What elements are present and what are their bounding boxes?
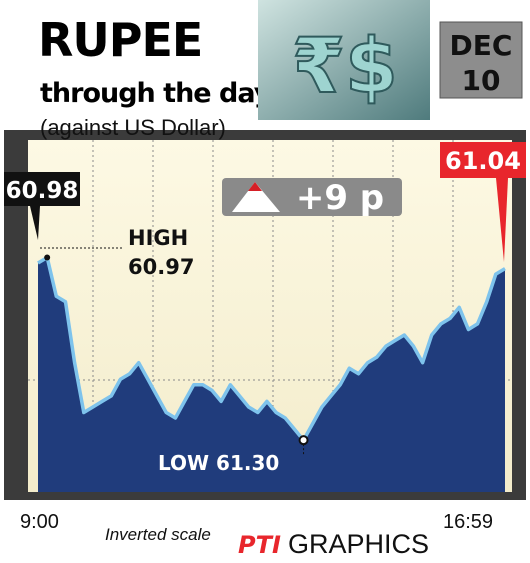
source-text: GRAPHICS bbox=[288, 529, 429, 559]
area bbox=[38, 257, 505, 492]
open-callout bbox=[4, 172, 80, 206]
close-callout-pointer bbox=[496, 178, 508, 262]
high-point bbox=[44, 254, 51, 261]
x-tick-label: 16:59 bbox=[443, 511, 493, 533]
subtitle: (against US Dollar) bbox=[40, 115, 226, 140]
high-label: HIGH bbox=[128, 226, 188, 250]
high-value: 60.97 bbox=[128, 255, 194, 279]
change-label: +9 p bbox=[296, 178, 384, 218]
currency-image: ₹$ bbox=[292, 21, 398, 110]
source-brand: PTI bbox=[238, 531, 281, 559]
open-callout-pointer bbox=[30, 206, 40, 240]
low-point bbox=[298, 435, 309, 446]
subtitle: through the day bbox=[40, 78, 272, 109]
image bbox=[258, 0, 430, 120]
up-arrow bbox=[232, 182, 280, 212]
close-callout bbox=[440, 142, 526, 178]
series bbox=[37, 254, 506, 492]
date-box bbox=[439, 21, 523, 99]
line bbox=[37, 255, 506, 442]
date-day: 10 bbox=[462, 64, 501, 97]
low-label: LOW 61.30 bbox=[158, 451, 279, 475]
chart-title: RUPEE bbox=[38, 13, 202, 67]
up-arrow-tip bbox=[248, 182, 262, 191]
open-label: 60.98 bbox=[6, 178, 79, 204]
x-tick-label: 9:00 bbox=[20, 511, 59, 533]
scale-note: Inverted scale bbox=[105, 525, 211, 544]
date-month: DEC bbox=[450, 29, 513, 62]
close-label: 61.04 bbox=[445, 147, 521, 175]
